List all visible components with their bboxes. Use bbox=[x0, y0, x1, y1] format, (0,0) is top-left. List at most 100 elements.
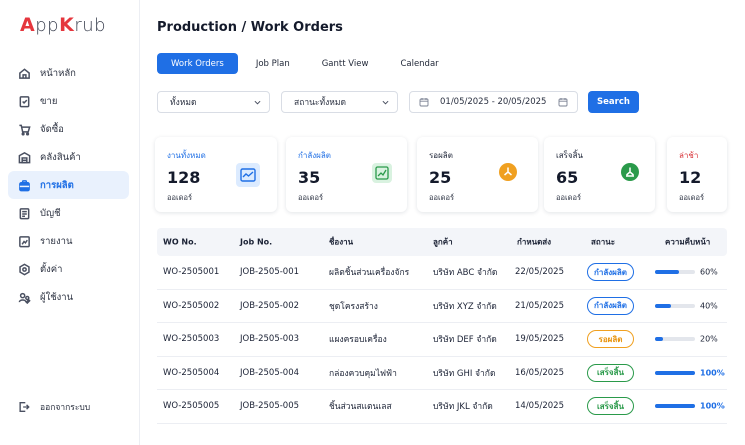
progress-bar-fill bbox=[655, 270, 679, 275]
sidebar-item-settings[interactable]: ตั้งค่า bbox=[8, 255, 129, 283]
column-header[interactable]: สถานะ bbox=[591, 237, 615, 247]
stat-value: 65 bbox=[556, 168, 579, 187]
table-row[interactable]: WO-2505002 JOB-2505-002 ชุดโครงสร้าง บริษัท… bbox=[157, 290, 727, 323]
stat-card-total[interactable]: งานทั้งหมด 128 ออเดอร์ bbox=[155, 137, 277, 212]
home-icon bbox=[19, 67, 30, 79]
table-body: WO-2505001 JOB-2505-001 ผลิตชิ้นส่วนเครื่อ… bbox=[157, 256, 727, 424]
progress-label: 100% bbox=[700, 401, 725, 411]
work-orders-table: WO No. Job No. ชื่องาน ลูกค้า กำหนดส่ง ส… bbox=[157, 228, 727, 424]
progress-bar bbox=[655, 270, 695, 275]
column-header[interactable]: ชื่องาน bbox=[329, 237, 354, 247]
job-name: กล่องควบคุมไฟฟ้า bbox=[329, 368, 397, 379]
done-icon bbox=[621, 163, 639, 181]
column-header[interactable]: ลูกค้า bbox=[433, 237, 453, 247]
job-number: JOB-2505-002 bbox=[240, 300, 300, 311]
column-header[interactable]: กำหนดส่ง bbox=[517, 237, 552, 247]
table-row[interactable]: WO-2505005 JOB-2505-005 ชิ้นส่วนสแตนเลส บริ… bbox=[157, 390, 727, 424]
progress-label: 100% bbox=[700, 368, 725, 378]
page-title: Production / Work Orders bbox=[157, 20, 343, 35]
wo-number: WO-2505002 bbox=[163, 300, 220, 311]
type-select-value: ทั้งหมด bbox=[170, 98, 197, 108]
users-icon bbox=[18, 292, 31, 304]
type-select[interactable]: ทั้งหมด bbox=[157, 91, 270, 113]
date-range-picker[interactable]: 01/05/2025 - 20/05/2025 bbox=[409, 91, 578, 113]
wo-number: WO-2505004 bbox=[163, 367, 220, 378]
logo-mark: A bbox=[20, 14, 36, 36]
sidebar-item-purchasing[interactable]: จัดซื้อ bbox=[8, 115, 129, 143]
logo-text: pp bbox=[35, 15, 60, 36]
due-date: 14/05/2025 bbox=[515, 401, 564, 412]
column-header[interactable]: WO No. bbox=[163, 237, 197, 247]
date-range-value: 01/05/2025 - 20/05/2025 bbox=[440, 97, 547, 107]
stat-card-pending[interactable]: รอผลิต 25 ออเดอร์ bbox=[417, 137, 538, 212]
stat-unit: ออเดอร์ bbox=[167, 193, 192, 202]
sidebar-item-warehouse[interactable]: คลังสินค้า bbox=[8, 143, 129, 171]
status-badge: กำลังผลิต bbox=[587, 263, 634, 282]
logout-label: ออกจากระบบ bbox=[40, 403, 91, 413]
table-row[interactable]: WO-2505003 JOB-2505-003 แผงครอบเครื่อง บริษ… bbox=[157, 323, 727, 357]
sidebar-item-accounting[interactable]: บัญชี bbox=[8, 199, 129, 227]
job-name: ชุดโครงสร้าง bbox=[329, 301, 378, 312]
progress-bar bbox=[655, 303, 695, 308]
trend-icon bbox=[372, 163, 392, 183]
status-select[interactable]: สถานะทั้งหมด bbox=[281, 91, 398, 113]
tab-gantt-view[interactable]: Gantt View bbox=[321, 58, 369, 69]
stat-value: 12 bbox=[679, 168, 702, 187]
search-button[interactable]: Search bbox=[588, 91, 639, 113]
status-badge: เสร็จสิ้น bbox=[587, 397, 634, 416]
tab-calendar[interactable]: Calendar bbox=[400, 58, 439, 69]
wo-number: WO-2505005 bbox=[163, 401, 220, 412]
ledger-icon bbox=[19, 207, 30, 219]
stat-card-late[interactable]: ล่าช้า 12 ออเดอร์ bbox=[667, 137, 727, 212]
column-header[interactable]: ความคืบหน้า bbox=[665, 237, 711, 247]
chevron-down-icon bbox=[254, 100, 261, 105]
table-row[interactable]: WO-2505004 JOB-2505-004 กล่องควบคุมไฟฟ้า บร… bbox=[157, 357, 727, 390]
customer-name: บริษัท JKL จำกัด bbox=[433, 402, 493, 413]
due-date: 16/05/2025 bbox=[515, 367, 564, 378]
sidebar-item-label: การผลิต bbox=[40, 179, 74, 191]
calendar-icon bbox=[419, 98, 429, 107]
stat-title: งานทั้งหมด bbox=[167, 151, 206, 160]
table-header: WO No. Job No. ชื่องาน ลูกค้า กำหนดส่ง ส… bbox=[157, 228, 727, 256]
sidebar-item-label: ขาย bbox=[40, 95, 58, 107]
customer-name: บริษัท DEF จำกัด bbox=[433, 335, 497, 346]
logout-button[interactable]: ออกจากระบบ bbox=[18, 400, 90, 414]
status-badge: เสร็จสิ้น bbox=[587, 363, 634, 382]
customer-name: บริษัท XYZ จำกัด bbox=[433, 301, 497, 312]
progress-bar-fill bbox=[655, 337, 663, 342]
calendar-icon bbox=[558, 98, 568, 107]
sidebar-item-label: ผู้ใช้งาน bbox=[40, 291, 74, 303]
settings-icon bbox=[19, 263, 30, 275]
due-date: 22/05/2025 bbox=[515, 267, 564, 278]
sidebar: AppKrub หน้าหลัก ขาย จัดซื้อ คลังสินค้า … bbox=[0, 0, 140, 445]
stat-card-in-progress[interactable]: กำลังผลิต 35 ออเดอร์ bbox=[286, 137, 407, 212]
logout-icon bbox=[19, 402, 30, 412]
job-number: JOB-2505-004 bbox=[240, 367, 300, 378]
sales-icon bbox=[19, 95, 30, 107]
stat-unit: ออเดอร์ bbox=[429, 193, 454, 202]
pending-icon bbox=[499, 163, 517, 181]
sidebar-item-production[interactable]: การผลิต bbox=[8, 171, 129, 199]
sidebar-item-label: จัดซื้อ bbox=[40, 123, 64, 135]
sidebar-item-users[interactable]: ผู้ใช้งาน bbox=[8, 283, 129, 311]
job-number: JOB-2505-001 bbox=[240, 267, 300, 278]
job-name: แผงครอบเครื่อง bbox=[329, 335, 387, 346]
sidebar-item-sales[interactable]: ขาย bbox=[8, 87, 129, 115]
tab-work-orders[interactable]: Work Orders bbox=[157, 53, 238, 74]
stat-card-completed[interactable]: เสร็จสิ้น 65 ออเดอร์ bbox=[544, 137, 655, 212]
column-header[interactable]: Job No. bbox=[240, 237, 273, 247]
job-number: JOB-2505-005 bbox=[240, 401, 300, 412]
table-row[interactable]: WO-2505001 JOB-2505-001 ผลิตชิ้นส่วนเครื่อ… bbox=[157, 256, 727, 290]
stat-title: ล่าช้า bbox=[679, 151, 699, 160]
main-content: Production / Work Orders Work Orders Job… bbox=[140, 0, 745, 445]
sidebar-item-reports[interactable]: รายงาน bbox=[8, 227, 129, 255]
sidebar-item-home[interactable]: หน้าหลัก bbox=[8, 59, 129, 87]
progress-bar-fill bbox=[655, 404, 695, 409]
progress-bar-fill bbox=[655, 303, 671, 308]
status-badge: รอผลิต bbox=[587, 330, 634, 349]
stat-unit: ออเดอร์ bbox=[556, 193, 581, 202]
stat-value: 35 bbox=[298, 168, 321, 187]
sidebar-item-label: หน้าหลัก bbox=[40, 67, 76, 79]
tab-job-plan[interactable]: Job Plan bbox=[255, 58, 290, 69]
